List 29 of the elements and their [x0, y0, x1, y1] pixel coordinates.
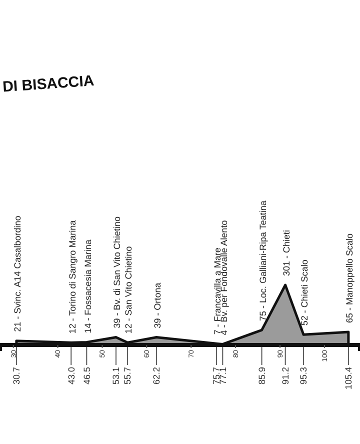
chart-title: DI BISACCIA: [2, 72, 95, 96]
annotation: 105.4: [344, 367, 354, 390]
annotation: 30.7: [12, 367, 22, 385]
km-callout: 53.1: [111, 346, 122, 385]
km-callout: 62.2: [152, 346, 162, 385]
km-callout: 43.0: [66, 346, 76, 385]
km-callout: 95.3: [298, 346, 309, 385]
data-label: 301 - Chieti: [281, 230, 292, 276]
data-label: 65 - Manoppello Scalo: [344, 233, 355, 324]
annotation: 55.7: [122, 367, 133, 385]
annotation: 53.1: [111, 367, 122, 385]
data-label: 12 - San Vito Chietino: [124, 246, 134, 334]
data-label: 12 - Torino di Sangro Marina: [67, 220, 78, 334]
annotation: 43.0: [66, 367, 76, 385]
km-callout: 55.7: [122, 346, 133, 385]
annotation: 62.2: [152, 367, 162, 385]
annotation: 46.5: [82, 367, 92, 385]
annotation: 91.2: [280, 367, 290, 385]
km-callout: 46.5: [82, 346, 92, 385]
annotation: 95.3: [298, 367, 309, 385]
data-label: 75 - Loc. Galliani-Ripa Teatina: [258, 200, 268, 322]
data-label: 21 - Svinc. A14 Casalbordino: [12, 216, 23, 332]
data-label: 52 - Chieti Scalo: [300, 260, 310, 326]
data-label: 39 - Ortona: [152, 282, 163, 328]
km-callout: 85.9: [256, 346, 267, 385]
data-label: 14 - Fossacesia Marina: [82, 240, 93, 334]
km-callout: 105.4: [344, 346, 354, 390]
annotation: 85.9: [256, 367, 267, 385]
data-label: 39 - Bv. di San Vito Chietino: [112, 216, 122, 328]
